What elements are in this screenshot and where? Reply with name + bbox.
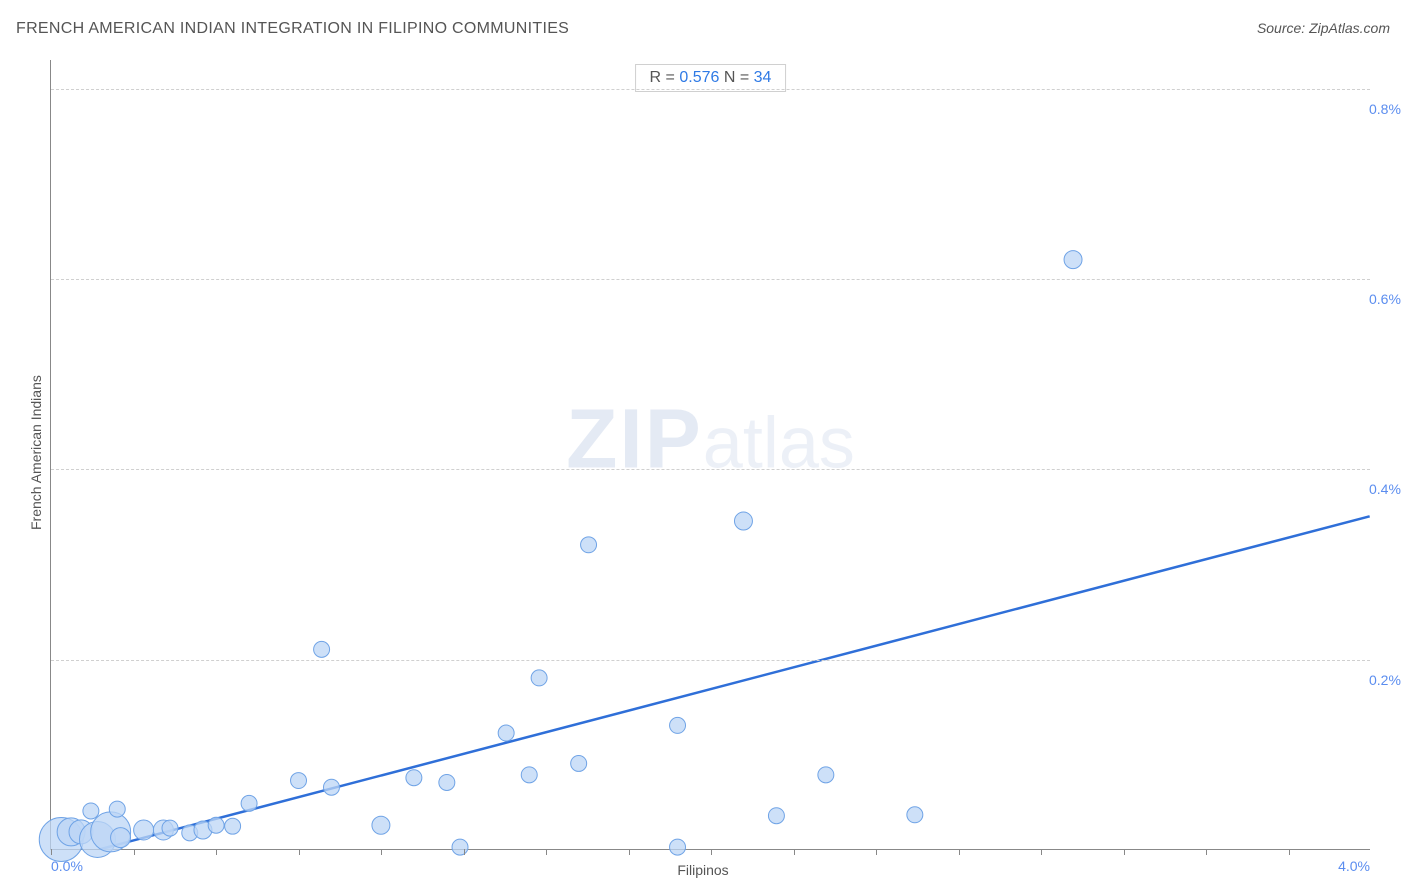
data-point (134, 820, 154, 840)
data-point (111, 828, 131, 848)
gridline (51, 89, 1370, 90)
x-tick (1041, 849, 1042, 855)
y-tick-label: 0.8% (1369, 101, 1401, 117)
x-max-label: 4.0% (1338, 858, 1370, 874)
data-point (225, 818, 241, 834)
y-tick-label: 0.6% (1369, 291, 1401, 307)
data-point (162, 820, 178, 836)
data-point (734, 512, 752, 530)
scatter-chart: R = 0.576 N = 34 ZIPatlas 0.2%0.4%0.6%0.… (50, 60, 1370, 850)
data-point (768, 808, 784, 824)
x-tick (1206, 849, 1207, 855)
source-prefix: Source: (1257, 20, 1309, 36)
data-point (83, 803, 99, 819)
data-point (372, 816, 390, 834)
x-tick (464, 849, 465, 855)
y-axis-title: French American Indians (28, 375, 44, 530)
data-point (818, 767, 834, 783)
source-attribution: Source: ZipAtlas.com (1257, 20, 1390, 36)
source-name: ZipAtlas.com (1309, 20, 1390, 36)
gridline (51, 469, 1370, 470)
y-tick-label: 0.4% (1369, 481, 1401, 497)
data-point (581, 537, 597, 553)
data-point (1064, 251, 1082, 269)
x-tick (299, 849, 300, 855)
x-tick (629, 849, 630, 855)
gridline (51, 279, 1370, 280)
data-point (291, 773, 307, 789)
x-tick (959, 849, 960, 855)
data-point (907, 807, 923, 823)
x-tick (1289, 849, 1290, 855)
data-point (498, 725, 514, 741)
data-point (670, 717, 686, 733)
trendline (101, 516, 1370, 849)
data-point (571, 755, 587, 771)
data-point (241, 795, 257, 811)
x-tick (876, 849, 877, 855)
data-point (531, 670, 547, 686)
header-bar: FRENCH AMERICAN INDIAN INTEGRATION IN FI… (16, 20, 1390, 50)
x-tick (216, 849, 217, 855)
x-tick (546, 849, 547, 855)
data-point (208, 817, 224, 833)
data-point (670, 839, 686, 855)
x-tick (794, 849, 795, 855)
data-point (314, 641, 330, 657)
chart-title: FRENCH AMERICAN INDIAN INTEGRATION IN FI… (16, 20, 569, 37)
x-axis-title: Filipinos (677, 862, 728, 878)
data-point (521, 767, 537, 783)
data-point (439, 774, 455, 790)
data-point (323, 779, 339, 795)
data-point (109, 801, 125, 817)
y-tick-label: 0.2% (1369, 672, 1401, 688)
x-min-label: 0.0% (51, 858, 83, 874)
x-tick (1124, 849, 1125, 855)
gridline (51, 660, 1370, 661)
x-tick (381, 849, 382, 855)
data-point (452, 839, 468, 855)
x-tick (51, 849, 52, 855)
x-tick (711, 849, 712, 855)
chart-svg (51, 60, 1370, 849)
data-point (406, 770, 422, 786)
x-tick (134, 849, 135, 855)
